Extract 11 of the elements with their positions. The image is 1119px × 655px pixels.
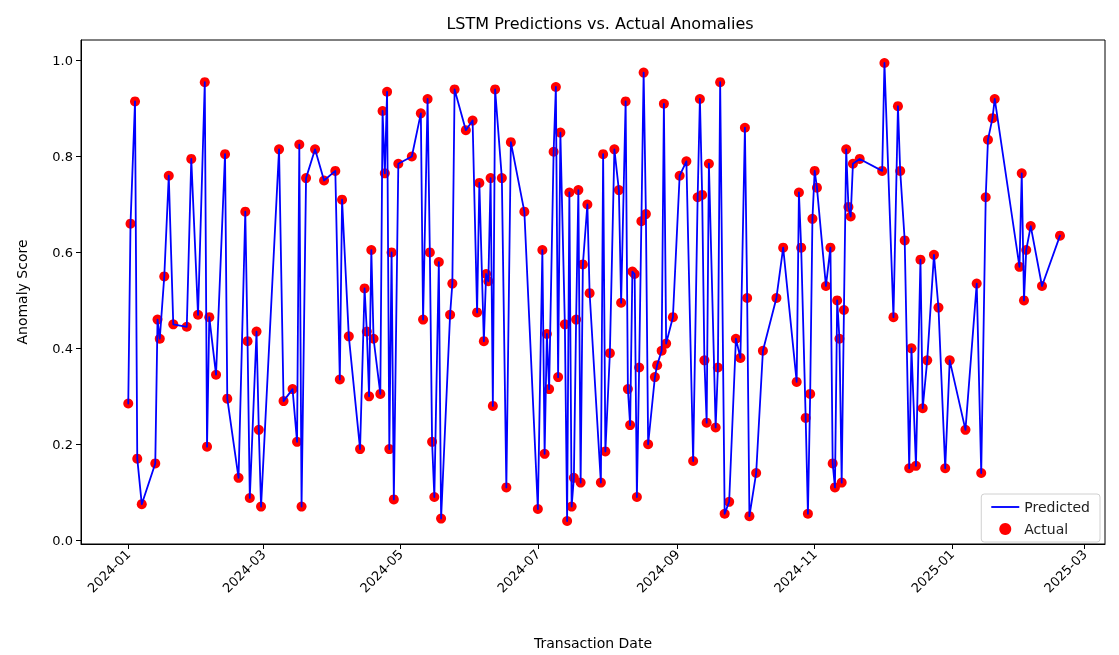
legend-label: Predicted (1024, 499, 1091, 515)
legend-label: Actual (1024, 521, 1069, 537)
y-tick-label: 0.8 (52, 149, 73, 165)
y-tick-label: 1.0 (52, 53, 73, 69)
x-axis-title: Transaction Date (532, 635, 653, 651)
chart-title: LSTM Predictions vs. Actual Anomalies (446, 13, 754, 33)
y-tick-label: 0.4 (52, 340, 73, 356)
y-axis-title: Anomaly Score (14, 239, 30, 345)
y-tick-label: 0.6 (52, 244, 73, 260)
y-tick-label: 0.0 (52, 532, 73, 548)
y-tick-label: 0.2 (52, 436, 73, 452)
